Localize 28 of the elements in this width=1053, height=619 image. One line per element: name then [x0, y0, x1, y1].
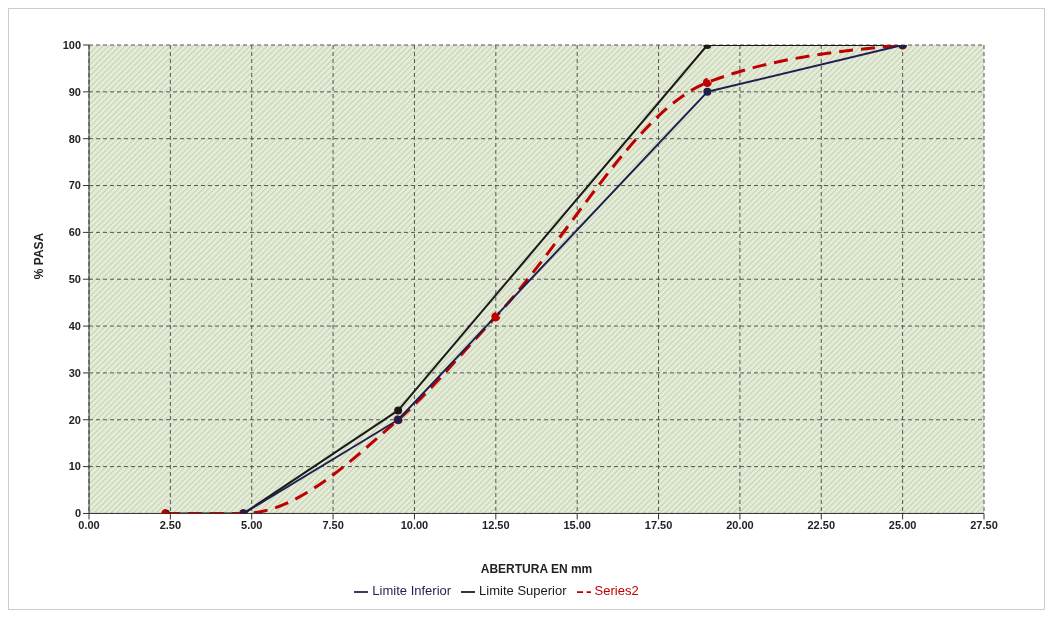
- y-tick-label: 0: [74, 507, 81, 520]
- x-tick-label: 20.00: [726, 519, 754, 532]
- x-tick-label: 25.00: [888, 519, 917, 532]
- y-tick-label: 80: [68, 132, 81, 145]
- x-tick-label: 10.00: [400, 519, 429, 532]
- x-tick-label: 15.00: [563, 519, 591, 532]
- x-tick-label: 2.50: [159, 519, 182, 532]
- x-tick-label: 17.50: [644, 519, 673, 532]
- legend-label: Limite Superior: [479, 583, 567, 599]
- y-tick-label: 30: [68, 366, 81, 379]
- y-tick-label: 40: [68, 319, 81, 332]
- x-tick-label: 22.50: [807, 519, 836, 532]
- y-axis-title: % PASA: [32, 232, 47, 280]
- y-tick-label: 90: [68, 85, 81, 98]
- legend-label: Series2: [594, 583, 639, 599]
- y-tick-label: 100: [62, 38, 81, 51]
- legend-label: Limite Inferior: [372, 583, 452, 599]
- x-tick-label: 7.50: [322, 519, 344, 532]
- y-tick-label: 10: [68, 460, 81, 473]
- x-tick-label: 27.50: [970, 519, 998, 532]
- y-tick-label: 70: [68, 179, 81, 192]
- x-axis-title: ABERTURA EN mm: [480, 562, 593, 577]
- x-tick-label: 5.00: [241, 519, 263, 532]
- y-tick-label: 60: [68, 226, 81, 239]
- y-tick-label: 20: [68, 413, 81, 426]
- x-tick-label: 0.00: [78, 519, 100, 532]
- y-tick-label: 50: [68, 273, 81, 286]
- x-tick-label: 12.50: [482, 519, 510, 532]
